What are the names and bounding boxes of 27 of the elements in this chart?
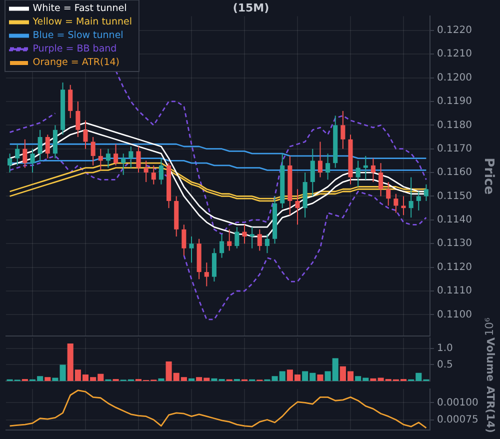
legend-label: Purple = BB band: [32, 44, 117, 55]
text: Orange = ATR(14): [32, 57, 120, 68]
y-axis-title: ATR(14): [484, 386, 496, 433]
y-tick-label: 0.1130: [437, 238, 472, 250]
y-tick-label: 0.1160: [437, 167, 472, 178]
legend-label: White = Fast tunnel: [32, 3, 127, 14]
y-tick-label: 0.1200: [437, 72, 472, 84]
y-tick-label: 0.00100: [437, 397, 478, 408]
text: 10⁶: [482, 317, 496, 336]
y-tick-label: 0.1210: [437, 48, 472, 60]
y-tick-label: 0.1180: [437, 120, 472, 131]
y-tick-label: 0.00075: [437, 414, 478, 426]
legend-label: Blue = Slow tunnel: [32, 30, 124, 42]
y-tick-label: 0.1120: [437, 262, 472, 273]
y-tick-label: 0.1190: [437, 96, 472, 108]
y-tick-label: 0.5: [437, 359, 453, 370]
legend-label: Yellow = Main tunnel: [32, 16, 132, 28]
y-tick-label: 0.1110: [437, 286, 472, 297]
y-tick-label: 0.1100: [437, 309, 472, 320]
y-tick-label: 0.1140: [437, 214, 472, 226]
y-axis-title: Volume: [484, 338, 496, 382]
y-tick-label: 0.1220: [437, 25, 472, 36]
y-axis-title: Price: [480, 158, 496, 195]
y-tick-label: 0.1170: [437, 143, 472, 154]
chart-title: (15M): [232, 1, 270, 14]
y-tick-label: 0.1150: [437, 190, 472, 202]
y-tick-label: 1.0: [437, 343, 453, 354]
